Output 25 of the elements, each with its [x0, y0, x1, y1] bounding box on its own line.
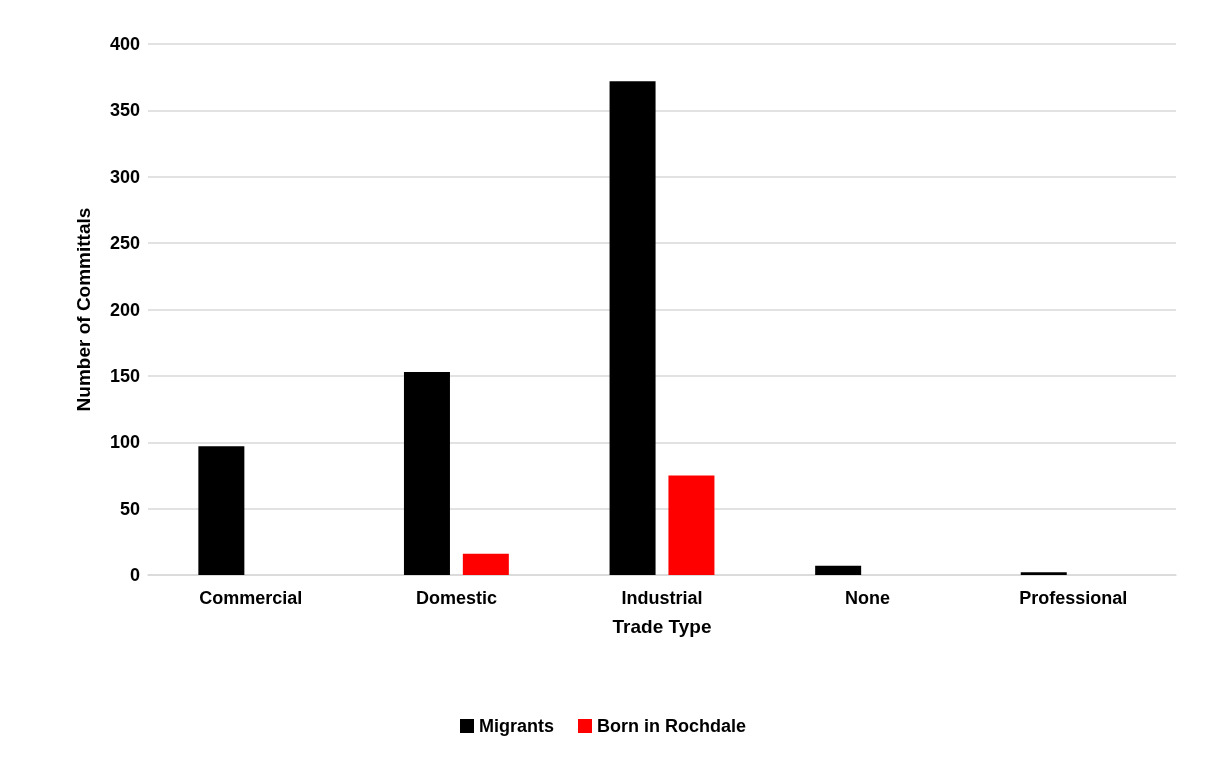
bar	[198, 446, 245, 575]
y-tick-label: 100	[109, 432, 140, 453]
bar	[1020, 572, 1067, 575]
bar	[462, 553, 509, 575]
bar	[815, 565, 862, 575]
y-tick-label: 300	[109, 166, 140, 187]
x-tick-label: None	[845, 588, 891, 608]
y-tick-label: 50	[119, 498, 140, 519]
legend-label: Born in Rochdale	[597, 716, 747, 736]
legend-label: Migrants	[478, 716, 555, 736]
y-tick-label: 0	[129, 565, 140, 585]
x-tick-label: Domestic	[415, 588, 497, 608]
bar	[609, 81, 656, 575]
y-tick-label: 250	[109, 233, 140, 254]
y-tick-label: 400	[109, 34, 140, 54]
y-tick-label: 150	[109, 365, 140, 386]
y-axis-title: Number of Committals	[73, 207, 94, 412]
x-tick-label: Professional	[1019, 588, 1128, 608]
bar	[668, 475, 715, 575]
bar	[403, 371, 450, 575]
x-tick-label: Commercial	[199, 588, 303, 608]
y-tick-label: 200	[109, 299, 140, 320]
x-axis-title: Trade Type	[612, 616, 712, 637]
x-tick-label: Industrial	[621, 588, 703, 608]
y-tick-label: 350	[109, 100, 140, 121]
